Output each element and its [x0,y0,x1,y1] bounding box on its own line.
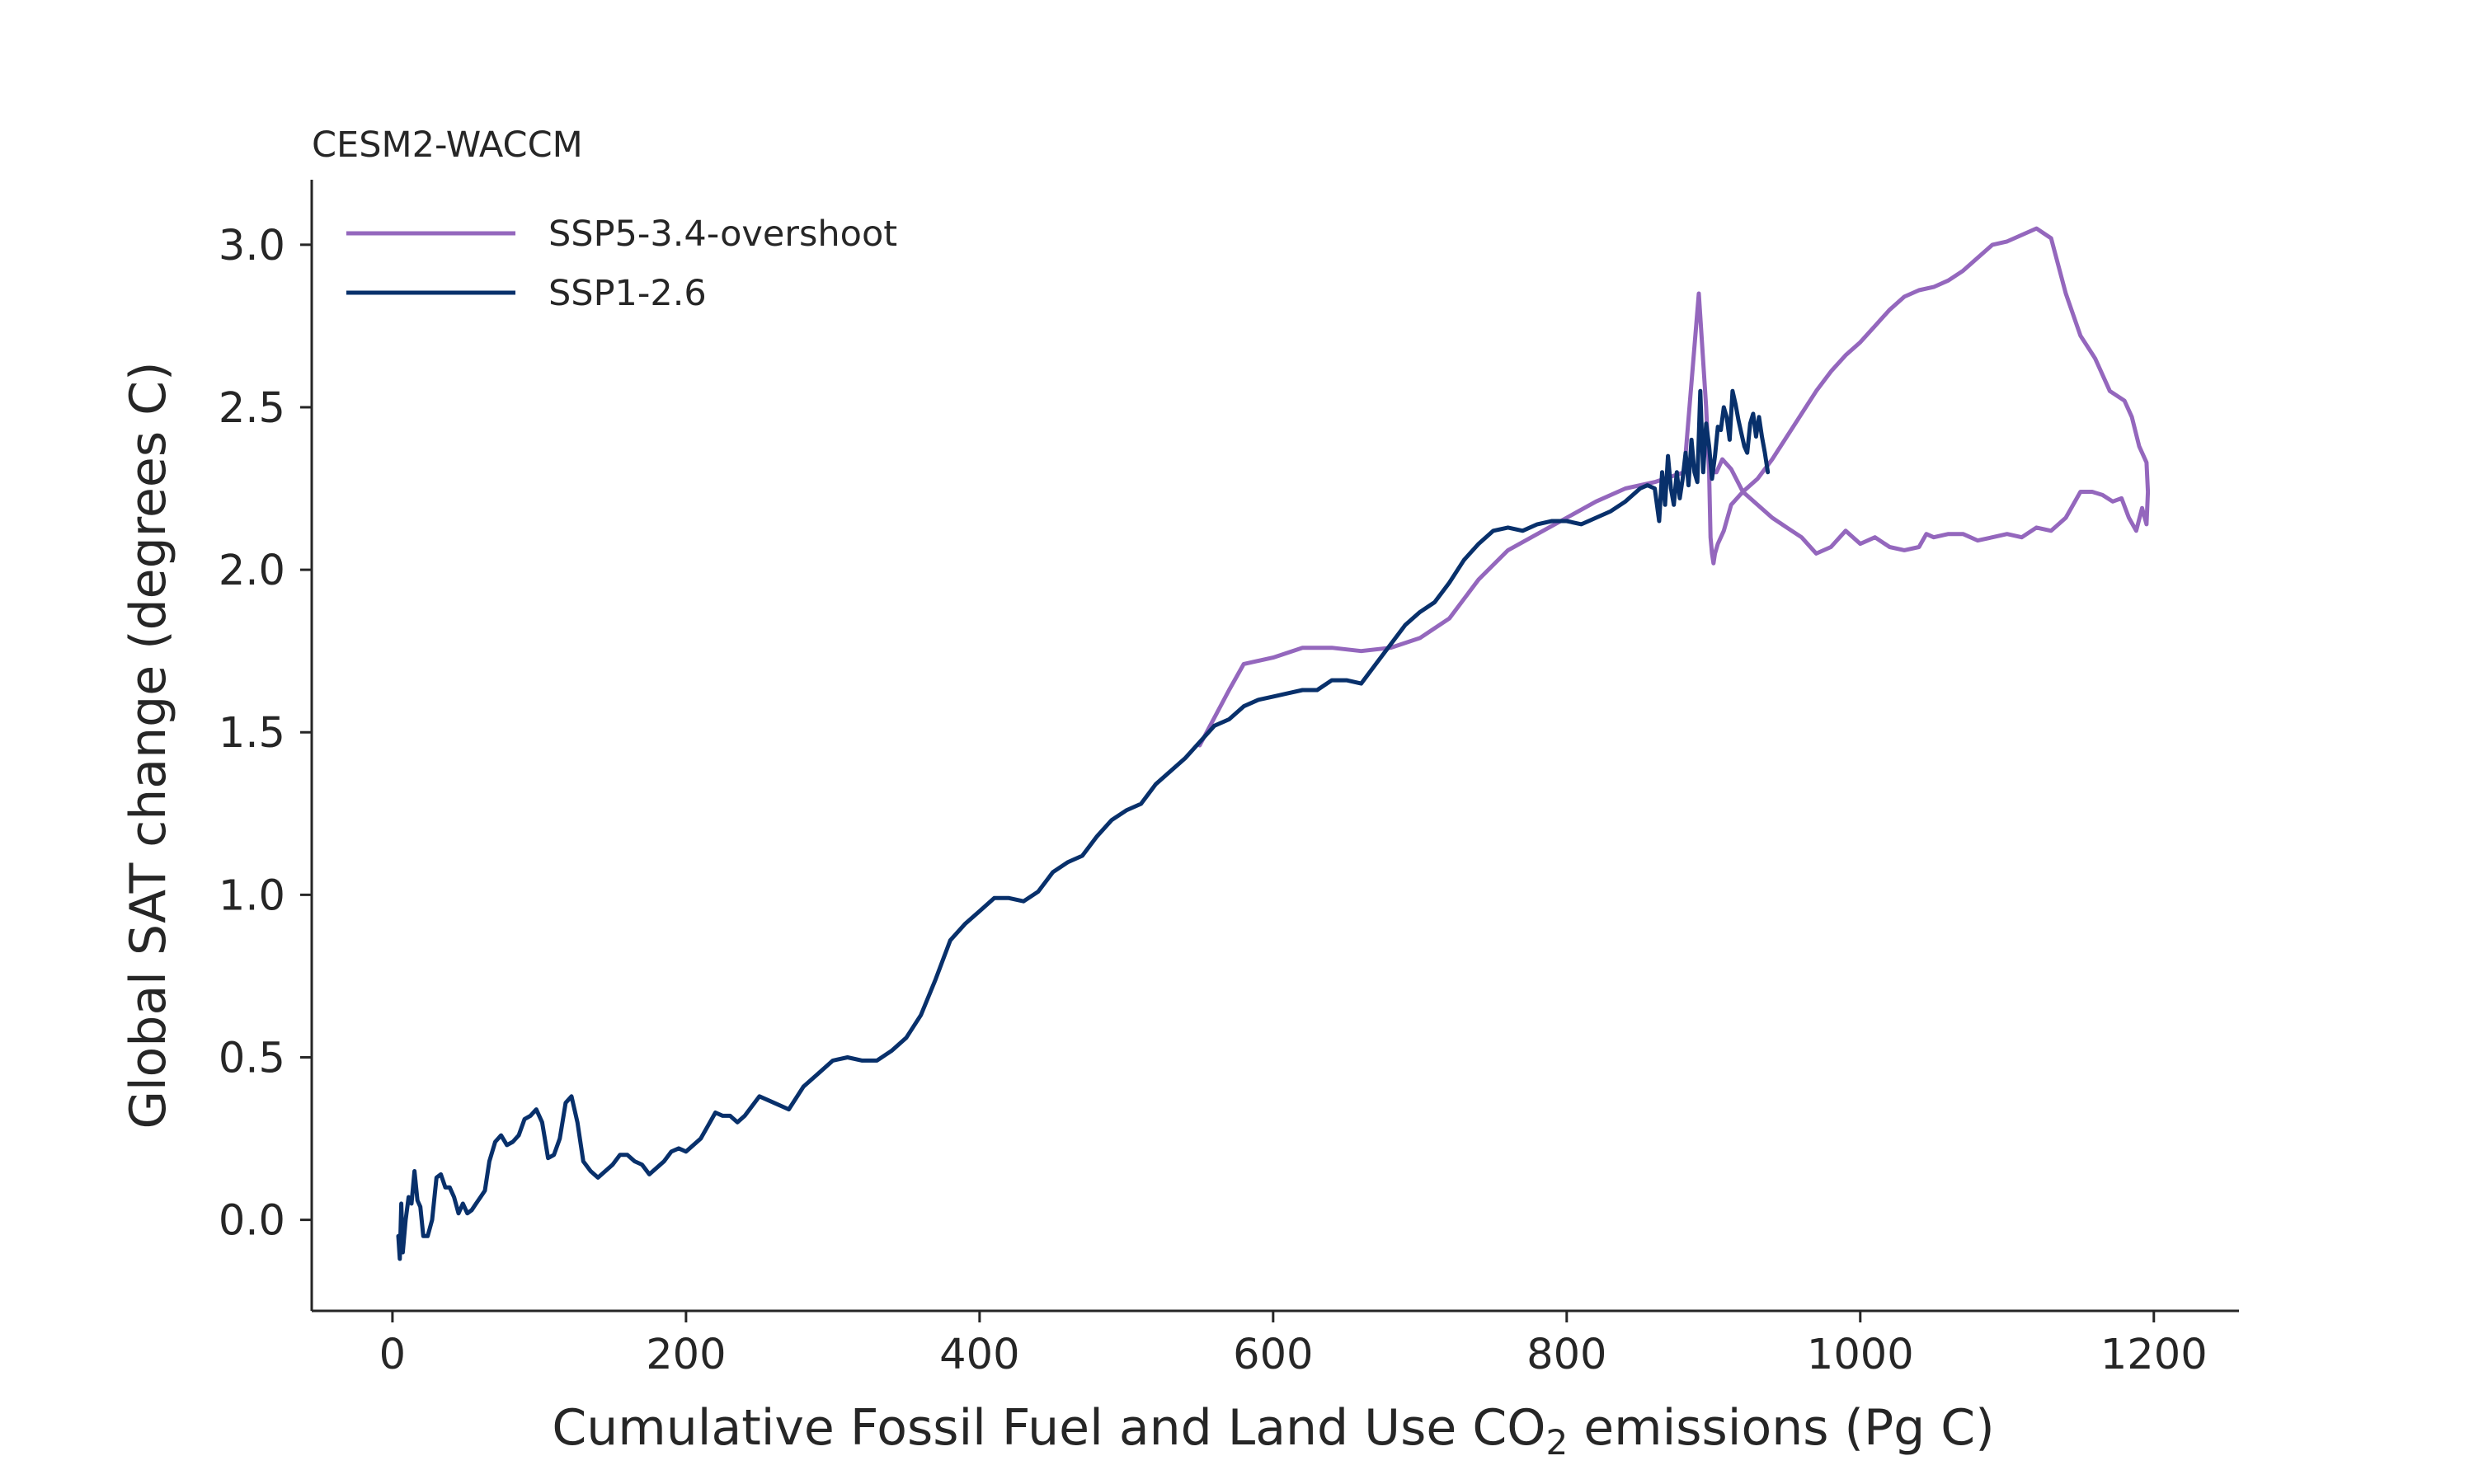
y-tick-label: 2.0 [219,547,285,595]
y-tick-label: 1.5 [219,709,285,758]
x-tick-label: 600 [1233,1331,1313,1379]
y-tick-label: 2.5 [219,384,285,433]
legend-label-ssp5-overshoot: SSP5-3.4-overshoot [548,214,897,255]
axes [310,180,2239,1313]
y-tick-label: 1.0 [219,871,285,920]
x-tick-label: 800 [1526,1331,1606,1379]
series-line-ssp5-overshoot [1197,226,2151,748]
y-tick-label: 3.0 [219,222,285,270]
x-axis-label: Cumulative Fossil Fuel and Land Use CO2 … [552,1399,1994,1463]
series-line-ssp1-26 [396,388,1771,1261]
plot-area [396,226,2151,1261]
y-tick-label: 0.5 [219,1034,285,1082]
x-tick-label: 1000 [1807,1331,1914,1379]
x-tick-label: 0 [379,1331,406,1379]
legend-label-ssp1-26: SSP1-2.6 [548,273,707,314]
legend: SSP5-3.4-overshoot SSP1-2.6 [346,214,897,314]
chart-title: CESM2-WACCM [312,124,583,166]
x-axis-label-subscript: 2 [1545,1422,1568,1463]
x-tick-label: 200 [646,1331,726,1379]
y-ticks: 0.0 0.5 1.0 1.5 2.0 2.5 3.0 [219,222,312,1246]
x-tick-label: 1200 [2100,1331,2208,1379]
x-axis-label-main: Cumulative Fossil Fuel and Land Use CO [552,1399,1545,1457]
y-axis-label: Global SAT change (degrees C) [120,362,177,1129]
y-tick-label: 0.0 [219,1197,285,1246]
x-tick-label: 400 [939,1331,1019,1379]
x-ticks: 0 200 400 600 800 1000 1200 [379,1311,2208,1379]
x-axis-label-tail: emissions (Pg C) [1568,1399,1994,1457]
